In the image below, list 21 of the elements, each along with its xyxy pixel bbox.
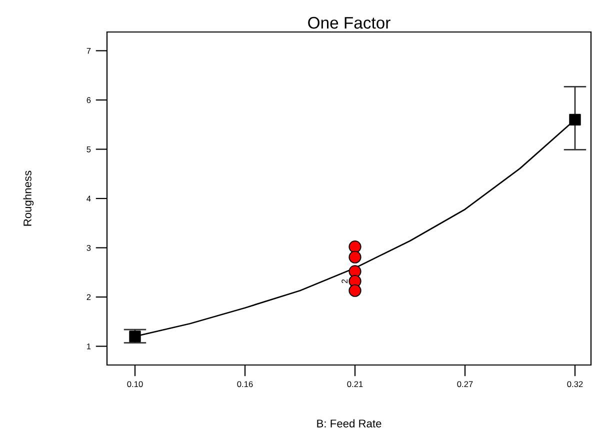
point xyxy=(569,114,581,126)
y-tick-label: 7 xyxy=(86,48,91,54)
y-tick-label: 3 xyxy=(86,244,91,251)
y-tick-label: 6 xyxy=(86,97,91,104)
x-tick-label: 0.16 xyxy=(237,381,253,388)
x-axis-title: B: Feed Rate xyxy=(317,419,382,428)
y-tick-label: 4 xyxy=(86,196,91,202)
x-tick-label: 0.10 xyxy=(127,381,143,388)
y-axis-title: Roughness xyxy=(23,170,34,226)
y-tick-label: 1 xyxy=(87,344,91,350)
x-tick-label: 0.21 xyxy=(347,381,363,388)
y-tick-label: 5 xyxy=(86,146,91,152)
chart-title: One Factor xyxy=(308,16,390,29)
annotation: 2 xyxy=(342,279,348,284)
x-tick-label: 0.32 xyxy=(567,381,583,388)
point xyxy=(348,250,362,264)
y-tick-label: 2 xyxy=(86,294,91,300)
point xyxy=(348,240,362,254)
point xyxy=(348,284,362,297)
point xyxy=(129,330,141,342)
x-tick-label: 0.27 xyxy=(457,381,473,388)
